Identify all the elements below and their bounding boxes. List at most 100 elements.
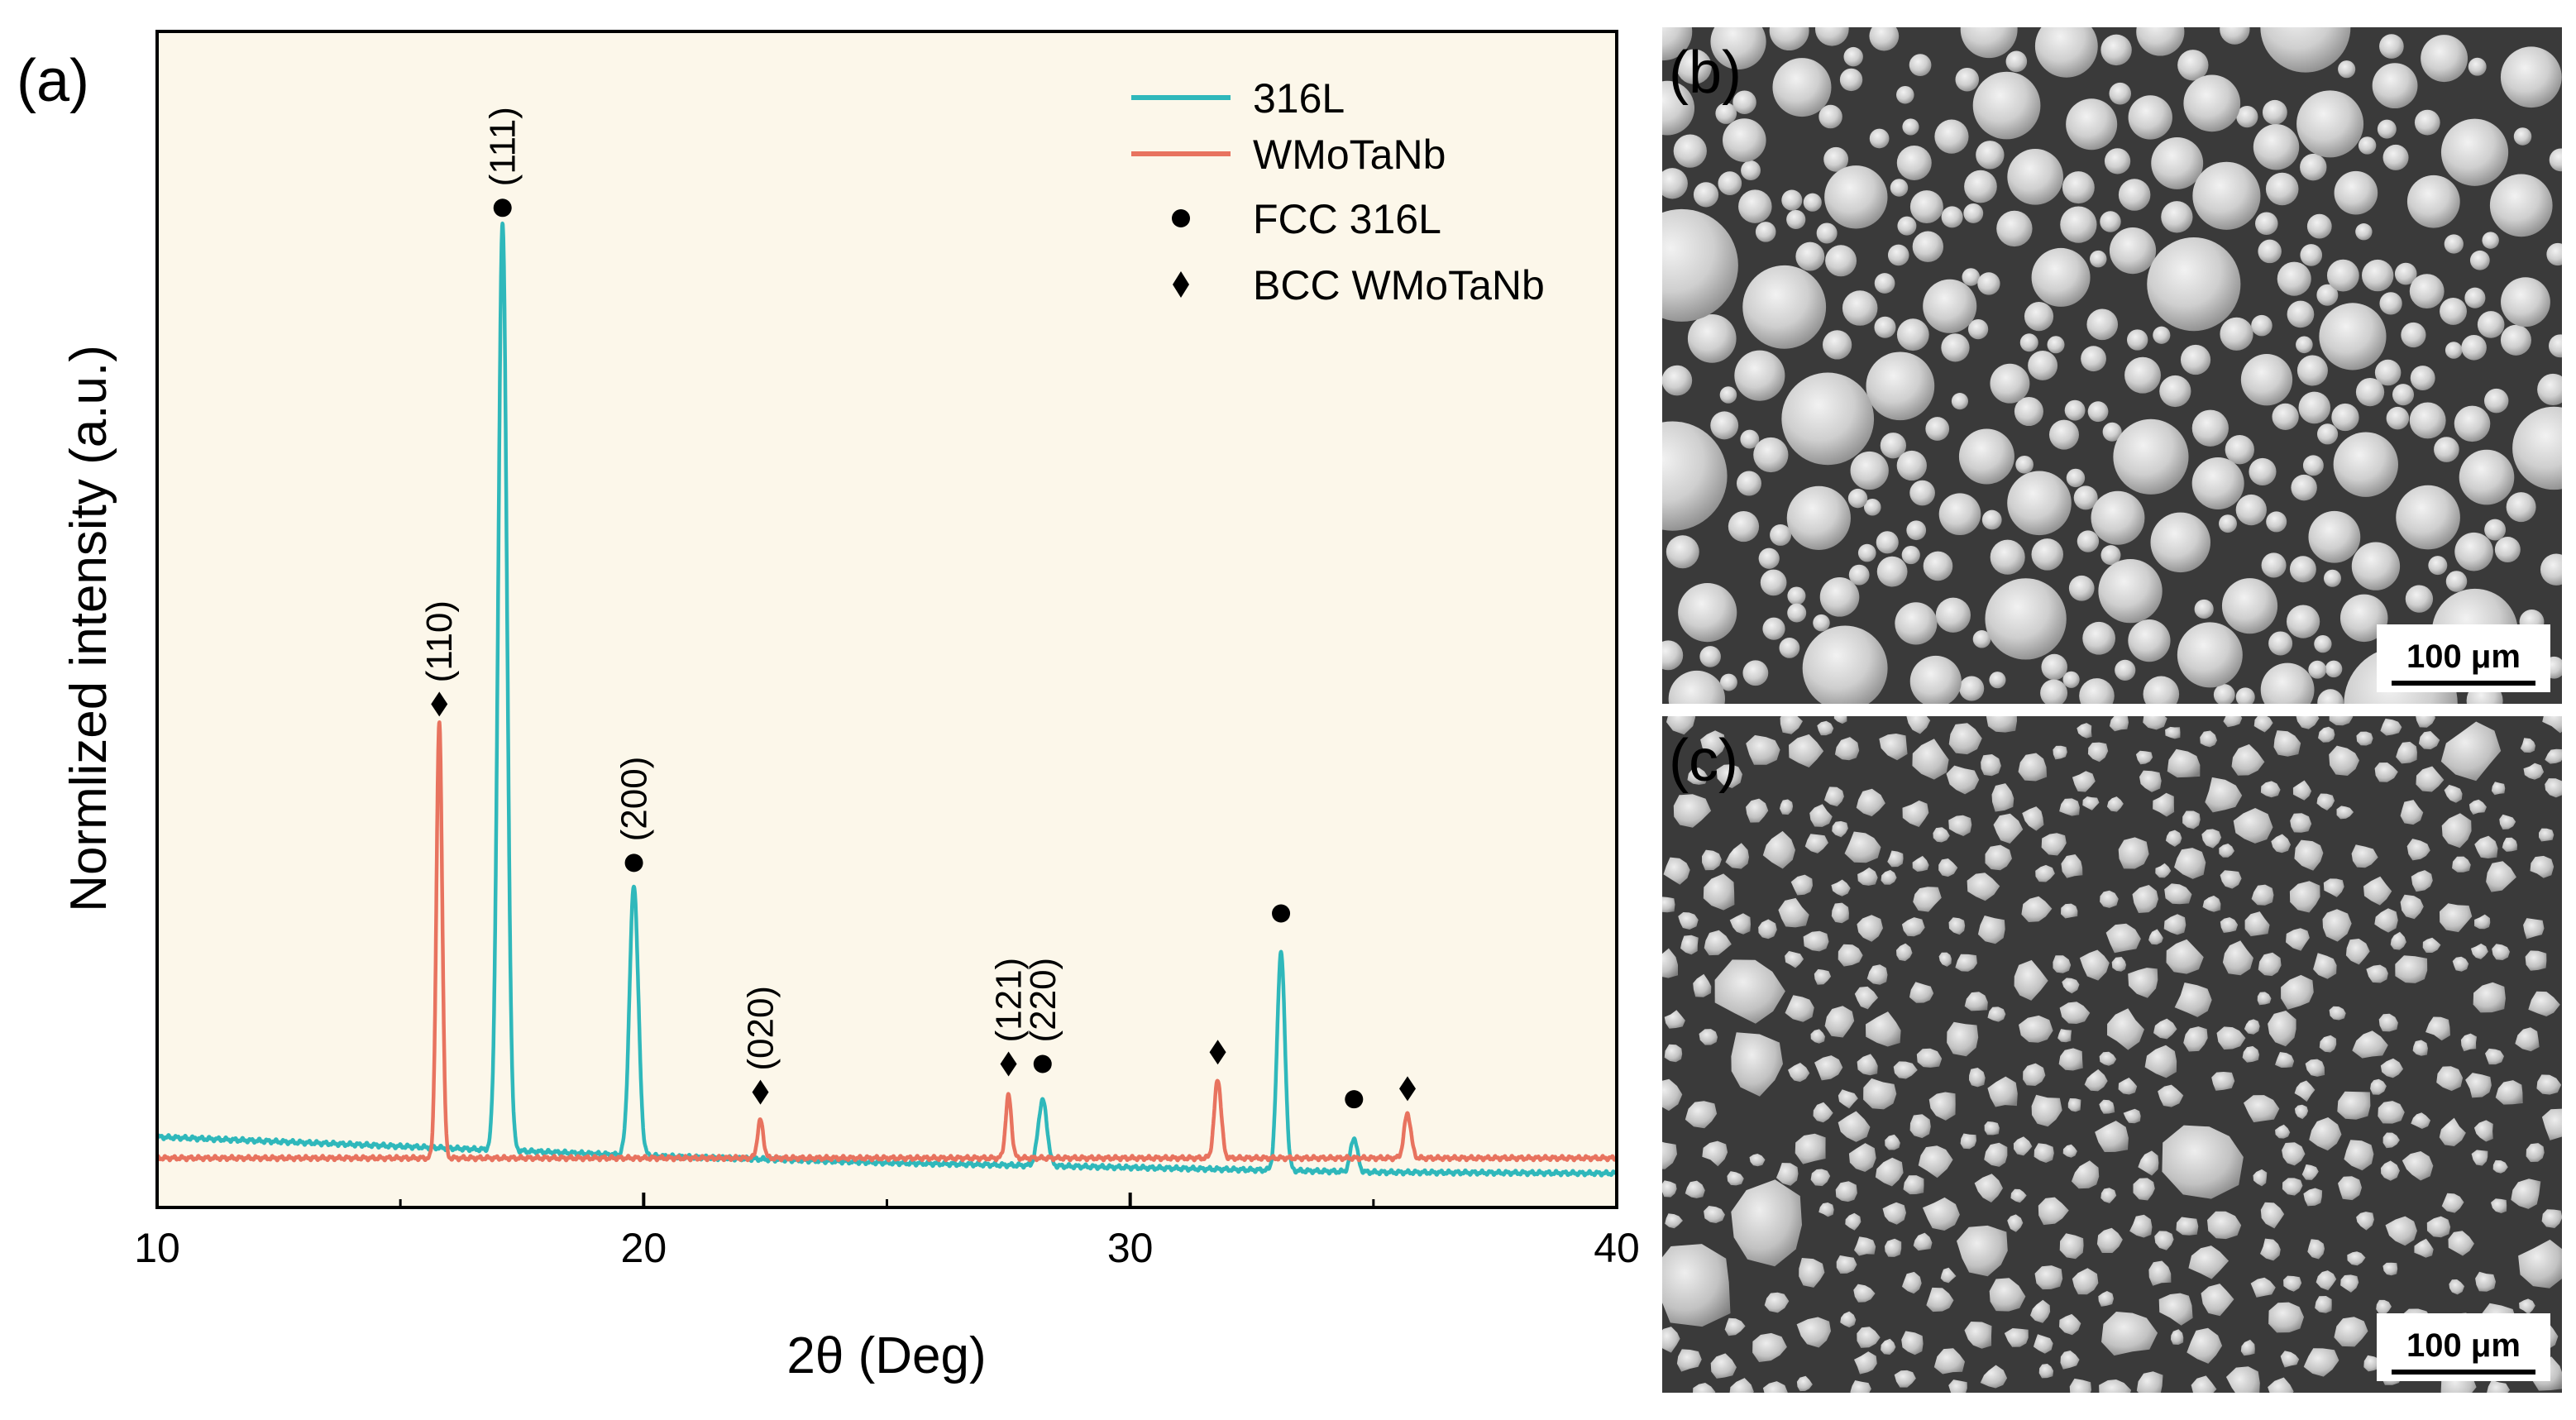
powder-particle [2021,896,2053,922]
powder-particle [2038,1364,2054,1379]
powder-particle [1666,535,1699,569]
powder-particle [2422,937,2441,953]
panel-label-c: (c) [1669,728,1738,794]
powder-particle [1845,1212,1862,1231]
powder-particle [2454,532,2493,571]
powder-particle [2164,883,2192,905]
powder-particle [1881,1338,1896,1355]
powder-particle [2331,403,2359,432]
powder-particle [2177,622,2243,688]
powder-particle [2129,1214,2153,1238]
powder-particle [2068,575,2095,601]
powder-particle [1857,543,1876,562]
powder-particle [2251,884,2274,906]
powder-particle [2351,542,2401,590]
fcc-peak-marker [1345,1090,1364,1109]
powder-particle [2014,959,2048,1001]
powder-particle [2240,1339,2255,1356]
powder-particle [2099,1099,2115,1114]
powder-particle [2060,1351,2080,1370]
powder-particle [1772,58,1832,117]
panel-label-a: (a) [17,48,89,114]
powder-particle [2102,422,2122,442]
powder-particle [2031,247,2091,307]
powder-particle [2405,585,2434,613]
powder-particle [1962,268,1981,286]
powder-particle [2390,931,2406,950]
powder-particle [1923,279,1977,333]
powder-particle [1790,874,1813,896]
powder-particle [2262,99,2287,125]
powder-particle [2381,1160,2400,1181]
powder-particle [2118,179,2151,211]
powder-particle [2231,743,2265,776]
powder-particle [1803,193,1822,212]
powder-particle [2492,944,2510,960]
powder-particle [2473,982,2506,1013]
powder-particle [2519,1298,2535,1315]
powder-particle [2445,342,2463,359]
powder-particle [1714,959,1785,1024]
powder-particle [2441,1193,2464,1213]
powder-particle [2192,161,2261,230]
powder-particle [2118,837,2149,869]
powder-particle [2382,144,2409,170]
powder-particle [2081,346,2106,372]
powder-particle [1896,85,1914,104]
powder-particle [1893,1061,1918,1079]
powder-particle [1996,210,2033,247]
powder-particle [2412,1040,2428,1056]
powder-particle [2004,1328,2029,1347]
powder-particle [1933,1348,1965,1375]
bcc-peak-marker [1209,1040,1226,1065]
powder-particle [2040,679,2068,704]
powder-particle [2300,153,2327,181]
powder-particle [2098,558,2163,624]
powder-particle [1984,1142,2008,1167]
powder-particle [2104,148,2131,175]
powder-particle [2030,1299,2051,1323]
powder-particle [2062,671,2080,688]
powder-particle [1817,720,1834,736]
powder-particle [1925,417,1950,441]
powder-particle [2082,621,2115,655]
powder-particle [1786,209,1806,230]
powder-particle [2113,418,2189,495]
powder-particle [2290,813,2312,833]
powder-particle [2515,1027,2540,1052]
powder-particle [2034,1143,2054,1163]
powder-particle [1719,386,1737,404]
powder-particle [1799,1258,1825,1288]
powder-particle [2452,956,2469,972]
powder-particle [2282,1178,2303,1196]
powder-particle [2253,716,2273,733]
powder-particle [2013,1136,2033,1156]
powder-particle [2200,730,2217,748]
powder-particle [1715,103,1737,124]
powder-particle [2402,1151,2434,1181]
powder-particle [2549,148,2562,172]
powder-particle [2073,485,2098,510]
powder-particle [1923,551,1953,581]
powder-particle [2034,27,2098,78]
powder-particle [2031,538,2064,571]
powder-particle [2250,1277,2276,1298]
powder-particle [1727,1171,1744,1186]
powder-particle [2057,1029,2072,1043]
powder-particle [1685,1180,1705,1198]
powder-particle [1723,118,1766,162]
powder-particle [2158,1084,2184,1107]
powder-particle [2260,1238,2281,1261]
powder-particle [1818,1202,1834,1217]
powder-particle [2135,750,2153,765]
powder-particle [1967,318,1989,340]
powder-particle [1960,27,2018,59]
powder-particle [2034,1265,2063,1290]
powder-particle [2307,1239,2325,1260]
powder-particle [2322,909,2352,942]
powder-particle [2260,27,2351,73]
powder-particle [2109,82,2132,105]
powder-particle [1796,1317,1831,1348]
powder-particle [2031,1094,2062,1127]
x-tick-label: 40 [1594,1225,1640,1271]
